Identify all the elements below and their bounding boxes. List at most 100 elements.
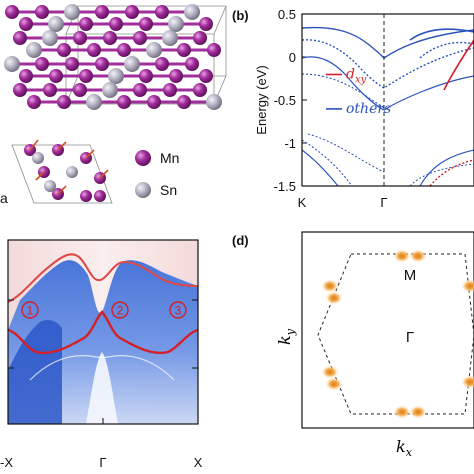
mn-atom — [155, 57, 169, 71]
band-line — [429, 159, 474, 186]
legend-mn: Mn — [135, 150, 179, 166]
spin-arrow-icon — [85, 149, 95, 159]
d-point-m: M — [404, 267, 417, 284]
mn-atom — [79, 17, 93, 31]
panel-a: Mn Sn a — [0, 4, 227, 206]
mn-atom — [117, 95, 131, 109]
d-y-axis-label: ky — [275, 328, 297, 345]
panel-d: (d) M Γ kx ky — [232, 231, 474, 459]
mn-atom — [95, 57, 109, 71]
mn-atom — [19, 17, 33, 31]
crystal-structure — [4, 4, 222, 110]
mn-atom — [49, 69, 63, 83]
sn-atom-icon — [135, 182, 151, 198]
mn-atom — [95, 5, 109, 19]
fermi-pocket — [393, 405, 411, 419]
band-marker-circle — [21, 301, 39, 319]
fermi-pockets — [321, 249, 474, 419]
b-y-axis-label: Energy (eV) — [254, 65, 269, 134]
band-line — [302, 26, 474, 59]
b-x-tick-label: Γ — [380, 195, 387, 210]
mn-atom — [139, 69, 153, 83]
mn-atom — [73, 83, 87, 97]
mn-atom — [117, 43, 131, 57]
band-line — [302, 139, 353, 186]
c-band-markers: 1 2 3 — [21, 301, 187, 319]
mn-atom — [193, 31, 207, 45]
sn-atom — [108, 68, 124, 84]
mn-atom — [125, 5, 139, 19]
top-view-cell — [11, 139, 113, 204]
sn-atom — [48, 16, 64, 32]
fermi-pocket — [325, 377, 343, 391]
fermi-pocket — [325, 291, 343, 305]
c-surface-state — [8, 310, 198, 355]
sn-atom — [86, 94, 102, 110]
b-y-tick-label: -1 — [284, 136, 296, 151]
mn-atom — [177, 95, 191, 109]
d-plot-frame — [301, 231, 474, 429]
band-lines — [302, 26, 474, 186]
band-line — [419, 149, 474, 186]
sn-atom — [124, 56, 140, 72]
fermi-pocket — [321, 279, 339, 293]
spin-arrow-icon — [99, 169, 109, 179]
sn-atom — [4, 56, 20, 72]
mn-atom — [5, 5, 19, 19]
band-line — [302, 56, 474, 111]
mn-atom — [73, 31, 87, 45]
band-marker-number: 3 — [175, 304, 182, 318]
mn-atom — [80, 190, 92, 202]
band-line — [443, 39, 474, 91]
mn-atom — [199, 17, 213, 31]
mn-atom — [155, 5, 169, 19]
sn-atom — [66, 166, 78, 178]
mn-atom — [133, 83, 147, 97]
c-tick-gamma: Γ — [99, 455, 106, 470]
fermi-pocket — [461, 375, 474, 389]
sn-atom — [26, 42, 42, 58]
mn-atom — [139, 17, 153, 31]
mn-atom — [27, 95, 41, 109]
b-legend-label: others — [346, 101, 391, 117]
sn-atom — [162, 30, 178, 46]
sn-atom — [32, 152, 44, 164]
mn-atom — [133, 31, 147, 45]
b-y-tick-label: -0.5 — [274, 93, 296, 108]
mn-atom — [43, 83, 57, 97]
sn-atom — [102, 82, 118, 98]
fermi-pocket — [321, 365, 339, 379]
mn-atom — [57, 43, 71, 57]
band-marker-number: 1 — [27, 304, 34, 318]
spin-arrow-icon — [29, 139, 39, 151]
b-legend: dxy others — [326, 67, 391, 117]
c-central-dip — [86, 352, 118, 424]
b-legend-label: dxy — [346, 67, 367, 86]
b-x-tick-label: K — [298, 195, 307, 210]
c-tick-x: X — [194, 455, 203, 470]
band-marker-number: 2 — [117, 304, 124, 318]
legend-sn-label: Sn — [160, 182, 177, 198]
legend-sn: Sn — [135, 182, 177, 198]
c-lower-continuum — [8, 320, 62, 424]
mn-atom — [147, 95, 161, 109]
fermi-pocket — [461, 279, 474, 293]
band-marker-circle — [169, 301, 187, 319]
mn-atom — [193, 83, 207, 97]
sn-atom — [206, 94, 222, 110]
panel-label-d: (d) — [232, 233, 249, 248]
axis-letter-a: a — [0, 190, 8, 206]
d-x-axis-label: kx — [396, 437, 413, 459]
band-marker-circle — [111, 301, 129, 319]
mn-atom — [169, 69, 183, 83]
c-tick-minus-x: -X — [0, 455, 13, 470]
b-plot-frame — [301, 13, 474, 187]
panel-c: 1 2 3 -X Γ X — [0, 239, 203, 470]
band-line — [419, 41, 474, 59]
sn-atom — [184, 4, 200, 20]
band-line — [409, 163, 474, 186]
sn-atom — [146, 42, 162, 58]
sn-atom — [64, 4, 80, 20]
